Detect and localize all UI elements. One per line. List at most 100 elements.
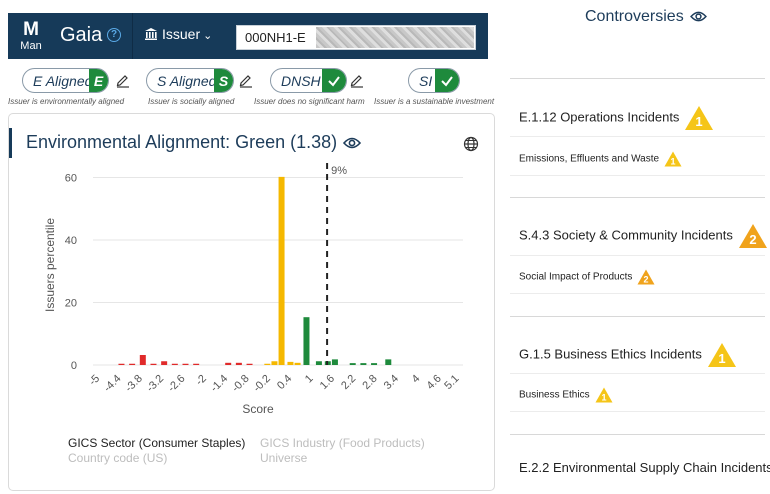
controversy-sub-emissions: Emissions, Effluents and Waste 1 xyxy=(519,151,682,167)
controversy-category-title: S.4.3 Society & Community Incidents xyxy=(519,227,733,243)
histogram-bar xyxy=(303,317,310,365)
dnsh-check-icon xyxy=(322,69,346,92)
gics-sector-filter[interactable]: GICS Sector (Consumer Staples) xyxy=(68,436,246,450)
app-name: Gaia xyxy=(60,24,103,46)
logo-text: Man xyxy=(20,40,42,52)
divider xyxy=(510,197,765,198)
controversy-category-title: E.2.2 Environmental Supply Chain Inciden… xyxy=(519,460,770,475)
histogram-bar xyxy=(182,363,189,365)
s-aligned-pill[interactable]: S Aligned S xyxy=(146,68,234,93)
warning-level-icon: 1 xyxy=(685,106,714,130)
controversy-sub-title: Emissions, Effluents and Waste xyxy=(519,153,660,165)
card-accent xyxy=(9,128,12,158)
dnsh-label: DNSH xyxy=(281,73,321,89)
histogram-bar xyxy=(235,362,242,365)
warning-level-value: 2 xyxy=(749,232,756,247)
eye-icon[interactable] xyxy=(343,136,362,150)
redacted-area xyxy=(316,27,474,48)
help-icon[interactable]: ? xyxy=(107,28,121,42)
issuer-dropdown[interactable]: Issuer ⌄ xyxy=(144,26,212,42)
histogram-bar xyxy=(294,362,301,365)
bank-icon xyxy=(145,28,157,40)
controversy-category-title: E.1.12 Operations Incidents xyxy=(519,109,680,125)
chevron-down-icon: ⌄ xyxy=(203,30,213,42)
card-title-text: Environmental Alignment: Green (1.38) xyxy=(26,132,338,152)
issuer-score-marker-label: 9% xyxy=(331,165,347,177)
x-tick-label: 1.6 xyxy=(318,373,337,392)
globe-icon[interactable] xyxy=(463,136,479,152)
controversy-sub-social-impact: Social Impact of Products 2 xyxy=(519,269,655,285)
dnsh-pill[interactable]: DNSH xyxy=(270,68,347,93)
si-pill[interactable]: SI xyxy=(408,68,460,93)
x-tick-label: -3.8 xyxy=(123,373,145,395)
divider xyxy=(510,255,765,256)
histogram-bar xyxy=(150,363,157,365)
y-tick-label: 40 xyxy=(65,235,77,247)
controversies-title-text: Controversies xyxy=(585,8,684,25)
card-title: Environmental Alignment: Green (1.38) xyxy=(26,132,362,153)
histogram-bar xyxy=(193,363,200,365)
edit-dnsh-icon[interactable] xyxy=(350,72,364,88)
warning-level-icon: 1 xyxy=(595,387,613,403)
topbar-divider xyxy=(132,13,133,59)
histogram-bar xyxy=(171,363,178,365)
warning-level-icon: 2 xyxy=(738,224,767,248)
divider xyxy=(510,175,765,176)
x-tick-label: 4 xyxy=(410,373,423,386)
histogram-bar xyxy=(271,361,278,365)
x-tick-label: -2 xyxy=(194,373,209,388)
meta-left: GICS Sector (Consumer Staples) Country c… xyxy=(68,436,245,466)
x-tick-label: 4.6 xyxy=(424,373,443,392)
histogram-bar xyxy=(371,363,378,365)
divider xyxy=(510,136,765,137)
dnsh-caption: Issuer does no significant harm xyxy=(254,97,365,106)
histogram-bar xyxy=(264,363,271,365)
x-tick-label: -1.4 xyxy=(208,373,230,395)
y-tick-label: 20 xyxy=(65,298,77,310)
gics-industry-filter[interactable]: GICS Industry (Food Products) xyxy=(260,436,425,450)
s-aligned-caption: Issuer is socially aligned xyxy=(148,97,235,106)
controversies-eye-icon[interactable] xyxy=(689,10,707,23)
histogram-bar xyxy=(385,359,392,365)
si-caption: Issuer is a sustainable investment xyxy=(374,97,495,106)
warning-level-icon: 1 xyxy=(664,151,682,167)
edit-s-aligned-icon[interactable] xyxy=(239,72,253,88)
divider xyxy=(510,411,765,412)
x-tick-label: 5.1 xyxy=(442,373,461,392)
warning-level-value: 1 xyxy=(718,351,725,366)
y-tick-label: 0 xyxy=(71,360,77,372)
divider xyxy=(510,316,765,317)
x-tick-label: 2.2 xyxy=(339,373,358,392)
controversy-category-g15[interactable]: G.1.5 Business Ethics Incidents 1 xyxy=(519,342,737,368)
e-aligned-badge: E xyxy=(89,69,108,92)
histogram-bar xyxy=(225,362,232,365)
universe-filter[interactable]: Universe xyxy=(260,451,308,465)
histogram-bar xyxy=(161,361,168,365)
histogram-bar xyxy=(360,363,367,365)
controversy-category-title: G.1.5 Business Ethics Incidents xyxy=(519,346,702,362)
meta-right: GICS Industry (Food Products) Universe xyxy=(260,436,425,466)
s-aligned-badge: S xyxy=(214,69,233,92)
controversy-category-e22[interactable]: E.2.2 Environmental Supply Chain Inciden… xyxy=(519,460,770,475)
controversy-category-e112[interactable]: E.1.12 Operations Incidents 1 xyxy=(519,105,714,131)
x-tick-label: 2.8 xyxy=(360,373,379,392)
histogram-bar xyxy=(129,363,136,365)
s-aligned-label: S Aligned xyxy=(157,73,217,89)
man-logo[interactable]: M Man xyxy=(16,20,46,54)
edit-e-aligned-icon[interactable] xyxy=(116,72,130,88)
x-tick-label: 0.4 xyxy=(275,373,294,392)
country-code-filter[interactable]: Country code (US) xyxy=(68,451,168,465)
e-aligned-pill[interactable]: E Aligned E xyxy=(22,68,109,93)
x-tick-label: -3.2 xyxy=(144,373,166,395)
controversy-sub-title: Social Impact of Products xyxy=(519,271,633,283)
divider xyxy=(510,373,765,374)
controversy-category-s43[interactable]: S.4.3 Society & Community Incidents 2 xyxy=(519,223,768,249)
issuer-dropdown-label: Issuer xyxy=(162,26,201,42)
e-aligned-caption: Issuer is environmentally aligned xyxy=(8,97,125,106)
controversies-title: Controversies xyxy=(585,8,707,26)
si-label: SI xyxy=(419,73,433,89)
y-tick-label: 60 xyxy=(65,173,77,185)
histogram-bar xyxy=(139,355,146,365)
logo-mark: M xyxy=(23,19,39,40)
histogram-bar xyxy=(287,361,294,365)
